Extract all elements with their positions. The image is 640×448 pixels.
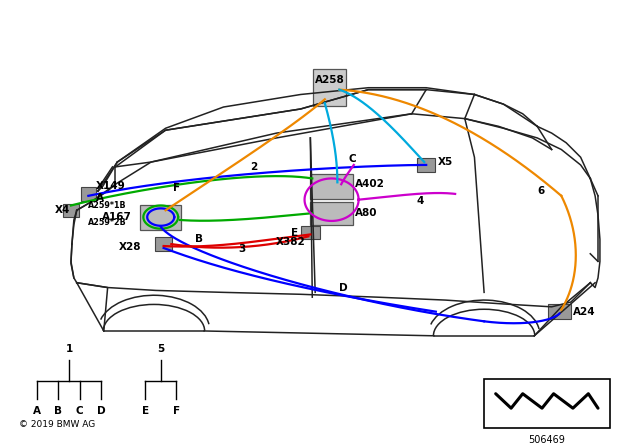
Text: A: A <box>96 193 104 203</box>
Text: 5: 5 <box>157 344 164 354</box>
Text: 506469: 506469 <box>529 435 565 445</box>
Text: C: C <box>349 154 356 164</box>
FancyBboxPatch shape <box>417 158 435 172</box>
Text: A259*1B: A259*1B <box>88 201 127 210</box>
Text: 2: 2 <box>250 162 258 172</box>
FancyBboxPatch shape <box>81 187 96 201</box>
FancyBboxPatch shape <box>63 203 79 217</box>
FancyBboxPatch shape <box>313 69 346 106</box>
FancyBboxPatch shape <box>301 226 320 239</box>
Text: X4: X4 <box>54 205 70 215</box>
Text: 1: 1 <box>65 344 73 354</box>
Text: 6: 6 <box>537 186 545 196</box>
Text: B: B <box>195 234 202 244</box>
Text: A: A <box>33 406 41 416</box>
Text: A24: A24 <box>573 307 596 317</box>
FancyBboxPatch shape <box>310 174 353 199</box>
Text: X5: X5 <box>438 157 453 167</box>
Text: E: E <box>141 406 149 416</box>
Text: X382: X382 <box>276 237 305 247</box>
Text: 4: 4 <box>417 196 424 206</box>
FancyBboxPatch shape <box>140 205 181 230</box>
Text: X149: X149 <box>96 181 126 191</box>
Text: © 2019 BMW AG: © 2019 BMW AG <box>19 420 95 430</box>
Text: D: D <box>97 406 105 416</box>
Text: B: B <box>54 406 63 416</box>
FancyBboxPatch shape <box>548 304 571 319</box>
Text: F: F <box>173 183 180 193</box>
Text: E: E <box>291 228 298 237</box>
Text: A259*2B: A259*2B <box>88 218 127 228</box>
Text: D: D <box>339 283 348 293</box>
FancyBboxPatch shape <box>310 202 353 225</box>
Bar <box>484 379 609 427</box>
Text: X28: X28 <box>119 242 141 252</box>
Text: 3: 3 <box>238 244 245 254</box>
FancyBboxPatch shape <box>155 237 172 251</box>
Text: A80: A80 <box>355 208 377 218</box>
Text: A167: A167 <box>102 212 132 222</box>
Text: A402: A402 <box>355 179 385 189</box>
Text: C: C <box>76 406 83 416</box>
Text: F: F <box>173 406 180 416</box>
Text: A258: A258 <box>315 75 344 85</box>
